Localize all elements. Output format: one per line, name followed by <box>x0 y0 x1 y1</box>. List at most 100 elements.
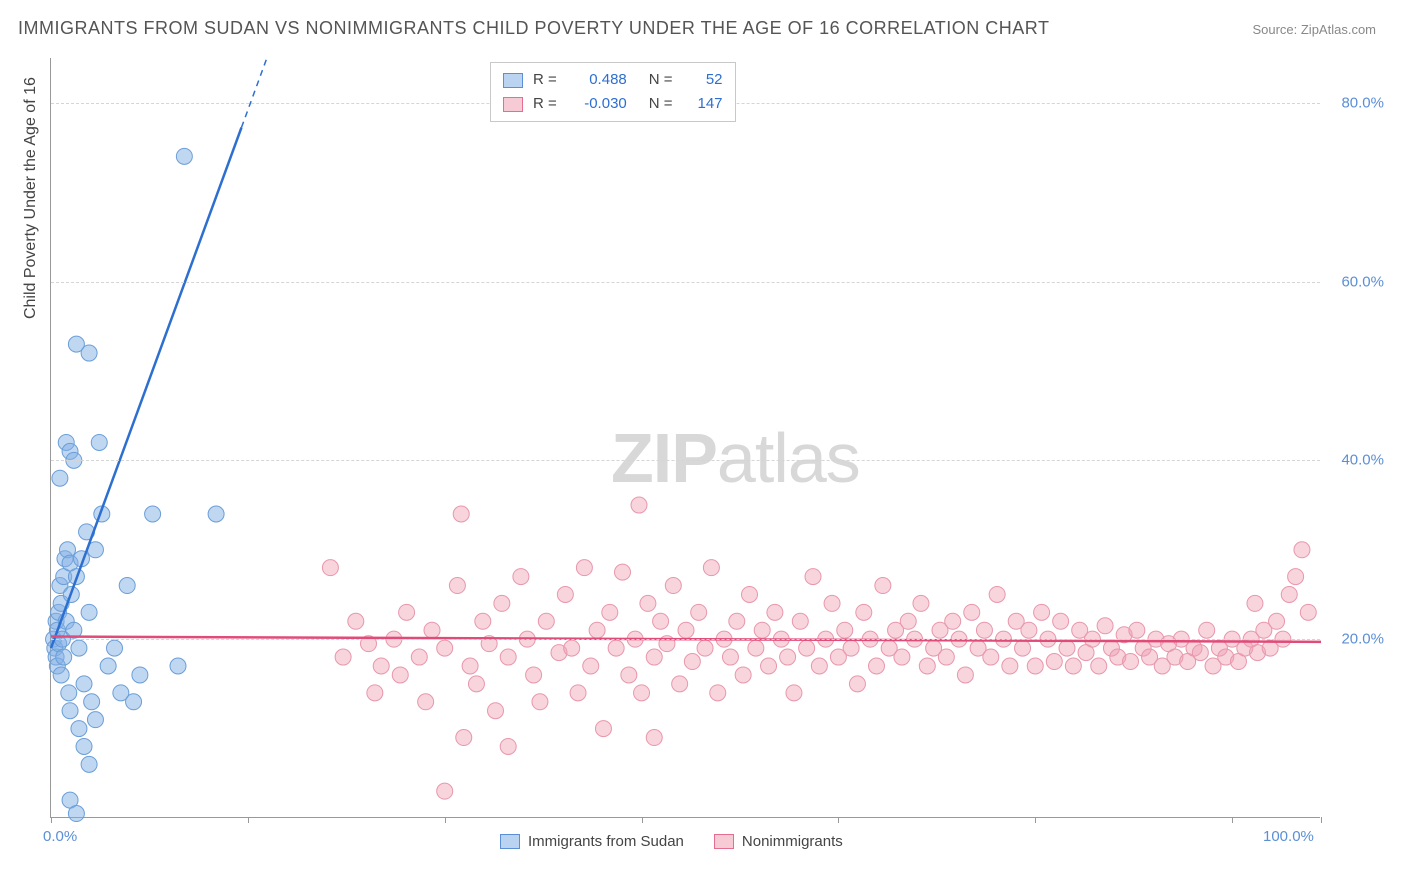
data-point <box>780 649 796 665</box>
data-point <box>748 640 764 656</box>
data-point <box>1247 595 1263 611</box>
data-point <box>488 703 504 719</box>
data-point <box>1129 622 1145 638</box>
data-point <box>595 721 611 737</box>
swatch-blue <box>500 834 520 849</box>
data-point <box>691 604 707 620</box>
x-tick <box>838 817 839 823</box>
gridline-h <box>51 282 1320 283</box>
data-point <box>468 676 484 692</box>
data-point <box>373 658 389 674</box>
data-point <box>824 595 840 611</box>
data-point <box>107 640 123 656</box>
data-point <box>418 694 434 710</box>
data-point <box>919 658 935 674</box>
gridline-h <box>51 639 1320 640</box>
watermark-bold: ZIP <box>611 419 717 497</box>
data-point <box>62 703 78 719</box>
data-point <box>437 783 453 799</box>
x-tick-label: 0.0% <box>43 828 77 845</box>
data-point <box>494 595 510 611</box>
data-point <box>856 604 872 620</box>
data-point <box>1288 569 1304 585</box>
data-point <box>1281 586 1297 602</box>
stats-legend: R = 0.488 N = 52 R = -0.030 N = 147 <box>490 62 736 122</box>
gridline-h <box>51 460 1320 461</box>
data-point <box>132 667 148 683</box>
data-point <box>76 738 92 754</box>
data-point <box>615 564 631 580</box>
data-point <box>176 148 192 164</box>
data-point <box>1046 654 1062 670</box>
data-point <box>1300 604 1316 620</box>
data-point <box>589 622 605 638</box>
data-point <box>462 658 478 674</box>
data-point <box>208 506 224 522</box>
data-point <box>697 640 713 656</box>
data-point <box>900 613 916 629</box>
data-point <box>837 622 853 638</box>
data-point <box>53 667 69 683</box>
data-point <box>119 578 135 594</box>
data-point <box>87 712 103 728</box>
data-point <box>678 622 694 638</box>
data-point <box>608 640 624 656</box>
data-point <box>500 649 516 665</box>
trend-line <box>51 127 242 648</box>
scatter-plot-area: ZIPatlas 20.0%40.0%60.0%80.0%0.0%100.0% <box>50 58 1320 818</box>
data-point <box>843 640 859 656</box>
data-point <box>576 560 592 576</box>
x-tick <box>51 817 52 823</box>
data-point <box>786 685 802 701</box>
data-point <box>634 685 650 701</box>
data-point <box>621 667 637 683</box>
data-point <box>1015 640 1031 656</box>
data-point <box>792 613 808 629</box>
data-point <box>449 578 465 594</box>
watermark-light: atlas <box>717 419 860 497</box>
x-tick <box>445 817 446 823</box>
data-point <box>513 569 529 585</box>
x-tick <box>642 817 643 823</box>
y-tick-label: 20.0% <box>1341 631 1384 648</box>
data-point <box>71 640 87 656</box>
x-tick-label: 100.0% <box>1263 828 1314 845</box>
data-point <box>754 622 770 638</box>
data-point <box>1065 658 1081 674</box>
data-point <box>81 345 97 361</box>
data-point <box>945 613 961 629</box>
data-point <box>646 649 662 665</box>
swatch-pink <box>714 834 734 849</box>
data-point <box>399 604 415 620</box>
data-point <box>170 658 186 674</box>
x-tick <box>1321 817 1322 823</box>
data-point <box>1059 640 1075 656</box>
data-point <box>411 649 427 665</box>
data-point <box>805 569 821 585</box>
data-point <box>1294 542 1310 558</box>
data-point <box>938 649 954 665</box>
label-r: R = <box>533 92 557 116</box>
data-point <box>811 658 827 674</box>
data-point <box>322 560 338 576</box>
data-point <box>684 654 700 670</box>
data-point <box>1021 622 1037 638</box>
value-n-pink: 147 <box>683 92 723 116</box>
data-point <box>392 667 408 683</box>
watermark: ZIPatlas <box>611 418 860 498</box>
data-point <box>799 640 815 656</box>
data-point <box>1192 645 1208 661</box>
data-point <box>913 595 929 611</box>
chart-title: IMMIGRANTS FROM SUDAN VS NONIMMIGRANTS C… <box>18 18 1049 39</box>
source-attribution: Source: ZipAtlas.com <box>1252 22 1376 37</box>
series-legend: Immigrants from Sudan Nonimmigrants <box>500 833 843 850</box>
stats-row-blue: R = 0.488 N = 52 <box>503 68 723 92</box>
data-point <box>76 676 92 692</box>
label-r: R = <box>533 68 557 92</box>
y-tick-label: 40.0% <box>1341 452 1384 469</box>
data-point <box>68 806 84 822</box>
data-point <box>875 578 891 594</box>
legend-item-blue: Immigrants from Sudan <box>500 833 684 850</box>
data-point <box>570 685 586 701</box>
value-r-blue: 0.488 <box>567 68 627 92</box>
